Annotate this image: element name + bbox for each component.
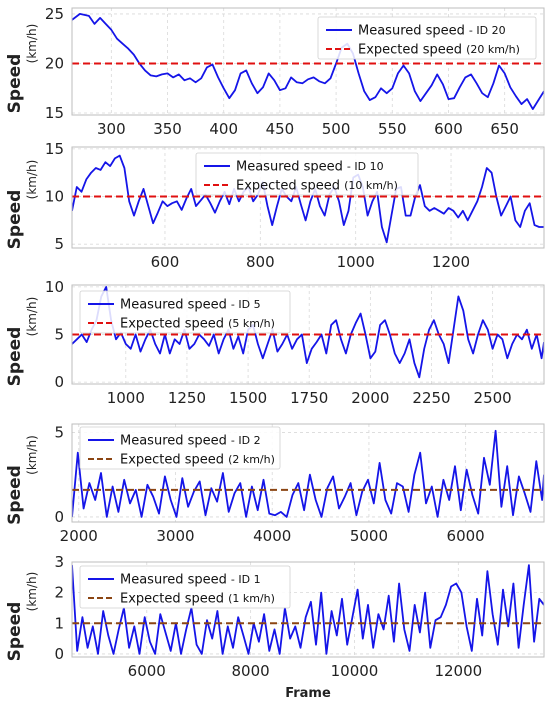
x-tick-label: 6000 bbox=[128, 662, 166, 680]
x-tick-label: 5000 bbox=[350, 527, 388, 545]
x-tick-label: 1000 bbox=[107, 389, 145, 407]
x-tick-label: 400 bbox=[209, 120, 238, 138]
y-axis-label: Speed bbox=[5, 465, 25, 525]
x-tick-label: 500 bbox=[322, 120, 351, 138]
legend-label: Measured speed bbox=[120, 434, 227, 449]
legend-suffix: (1 km/h) bbox=[228, 592, 275, 605]
plot-frame bbox=[71, 284, 545, 385]
x-tick-label: 550 bbox=[378, 120, 407, 138]
x-tick-label: 300 bbox=[97, 120, 126, 138]
chart-panel: 2000 3000 4000 5000 6000 0 5 Speed(km/h) Measure… bbox=[5, 423, 545, 545]
y-tick-label: 1 bbox=[54, 614, 64, 632]
chart-panel: 300 350 400 450 500 550 600 650 15 20 25 Speed(km/h… bbox=[5, 5, 545, 138]
y-tick-label: 0 bbox=[54, 508, 64, 526]
measured-speed-line bbox=[72, 154, 544, 244]
x-tick-label: 1000 bbox=[337, 253, 375, 271]
legend-label: Measured speed bbox=[358, 24, 465, 39]
y-axis-unit: (km/h) bbox=[25, 160, 39, 200]
x-tick-label: 600 bbox=[434, 120, 463, 138]
legend-suffix: - ID 20 bbox=[469, 24, 506, 37]
x-tick-label: 4000 bbox=[253, 527, 291, 545]
legend-suffix: (5 km/h) bbox=[228, 317, 275, 330]
chart-panel: 600 800 1000 1200 5 10 15 Speed(km/h) Measured s… bbox=[5, 140, 545, 271]
y-tick-label: 15 bbox=[45, 104, 64, 122]
plot-frame bbox=[71, 423, 545, 523]
legend: Measured speed - ID 5 Expected speed (5 km/… bbox=[79, 290, 291, 334]
measured-speed-line bbox=[72, 564, 544, 655]
legend-box bbox=[195, 152, 419, 196]
measured-speed-line bbox=[72, 12, 544, 110]
x-tick-label: 10000 bbox=[331, 662, 379, 680]
legend-label: Expected speed bbox=[120, 317, 224, 332]
legend-label: Expected speed bbox=[358, 43, 462, 58]
legend-suffix: - ID 2 bbox=[231, 434, 261, 447]
y-tick-label: 0 bbox=[54, 645, 64, 663]
legend-suffix: - ID 10 bbox=[347, 160, 384, 173]
y-axis-label: Speed bbox=[5, 190, 25, 250]
y-axis-unit: (km/h) bbox=[25, 572, 39, 612]
legend-suffix: - ID 1 bbox=[231, 573, 261, 586]
x-tick-label: 8000 bbox=[232, 662, 270, 680]
legend: Measured speed - ID 10 Expected speed (10 k… bbox=[195, 152, 419, 196]
plot-frame bbox=[71, 561, 545, 658]
y-tick-label: 10 bbox=[45, 278, 64, 296]
y-axis-label: Speed bbox=[5, 327, 25, 387]
legend-box bbox=[79, 290, 291, 334]
legend: Measured speed - ID 2 Expected speed (2 km/… bbox=[79, 426, 281, 470]
y-tick-label: 0 bbox=[54, 373, 64, 391]
y-tick-label: 20 bbox=[45, 54, 64, 72]
x-tick-label: 12000 bbox=[434, 662, 482, 680]
plot-frame bbox=[71, 146, 545, 249]
x-tick-label: 800 bbox=[246, 253, 275, 271]
x-tick-label: 6000 bbox=[447, 527, 485, 545]
x-tick-label: 1200 bbox=[432, 253, 470, 271]
x-tick-label: 1250 bbox=[168, 389, 206, 407]
y-axis-label: Speed bbox=[5, 602, 25, 662]
chart-panel: 6000 8000 10000 12000 0 1 2 3 Speed(km/h) Frame Me… bbox=[5, 553, 545, 701]
y-tick-label: 10 bbox=[45, 188, 64, 206]
y-tick-label: 5 bbox=[54, 326, 64, 344]
x-tick-label: 600 bbox=[151, 253, 180, 271]
legend-label: Expected speed bbox=[120, 453, 224, 468]
measured-speed-line bbox=[72, 429, 544, 518]
chart-panel: 1000 1250 1500 1750 2000 2250 2500 0 5 10 Speed(km… bbox=[5, 278, 545, 407]
x-axis-label: Frame bbox=[285, 686, 331, 701]
y-tick-label: 5 bbox=[54, 423, 64, 441]
x-tick-label: 2250 bbox=[412, 389, 450, 407]
legend-suffix: - ID 5 bbox=[231, 298, 261, 311]
y-tick-label: 3 bbox=[54, 553, 64, 571]
y-tick-label: 2 bbox=[54, 584, 64, 602]
x-tick-label: 650 bbox=[490, 120, 519, 138]
y-axis-unit: (km/h) bbox=[25, 435, 39, 475]
legend-label: Measured speed bbox=[236, 160, 343, 175]
y-axis-unit: (km/h) bbox=[25, 24, 39, 64]
x-tick-label: 2000 bbox=[351, 389, 389, 407]
legend-suffix: (2 km/h) bbox=[228, 453, 275, 466]
x-tick-label: 3000 bbox=[156, 527, 194, 545]
x-tick-label: 450 bbox=[266, 120, 295, 138]
y-axis-unit: (km/h) bbox=[25, 297, 39, 337]
plot-frame bbox=[71, 7, 545, 116]
legend-label: Measured speed bbox=[120, 298, 227, 313]
x-tick-label: 350 bbox=[153, 120, 182, 138]
x-tick-label: 1750 bbox=[290, 389, 328, 407]
legend: Measured speed - ID 1 Expected speed (1 km/… bbox=[79, 565, 291, 609]
legend-box bbox=[79, 426, 281, 470]
x-tick-label: 1500 bbox=[229, 389, 267, 407]
legend-box bbox=[79, 565, 291, 609]
legend-label: Measured speed bbox=[120, 573, 227, 588]
legend: Measured speed - ID 20 Expected speed (20 k… bbox=[317, 16, 537, 60]
y-tick-label: 25 bbox=[45, 5, 64, 23]
y-tick-label: 15 bbox=[45, 140, 64, 158]
legend-box bbox=[317, 16, 537, 60]
legend-suffix: (20 km/h) bbox=[466, 43, 520, 56]
x-tick-label: 2000 bbox=[60, 527, 98, 545]
y-tick-label: 5 bbox=[54, 235, 64, 253]
x-tick-label: 2500 bbox=[474, 389, 512, 407]
legend-label: Expected speed bbox=[120, 592, 224, 607]
y-axis-label: Speed bbox=[5, 54, 25, 114]
legend-suffix: (10 km/h) bbox=[344, 179, 398, 192]
legend-label: Expected speed bbox=[236, 179, 340, 194]
